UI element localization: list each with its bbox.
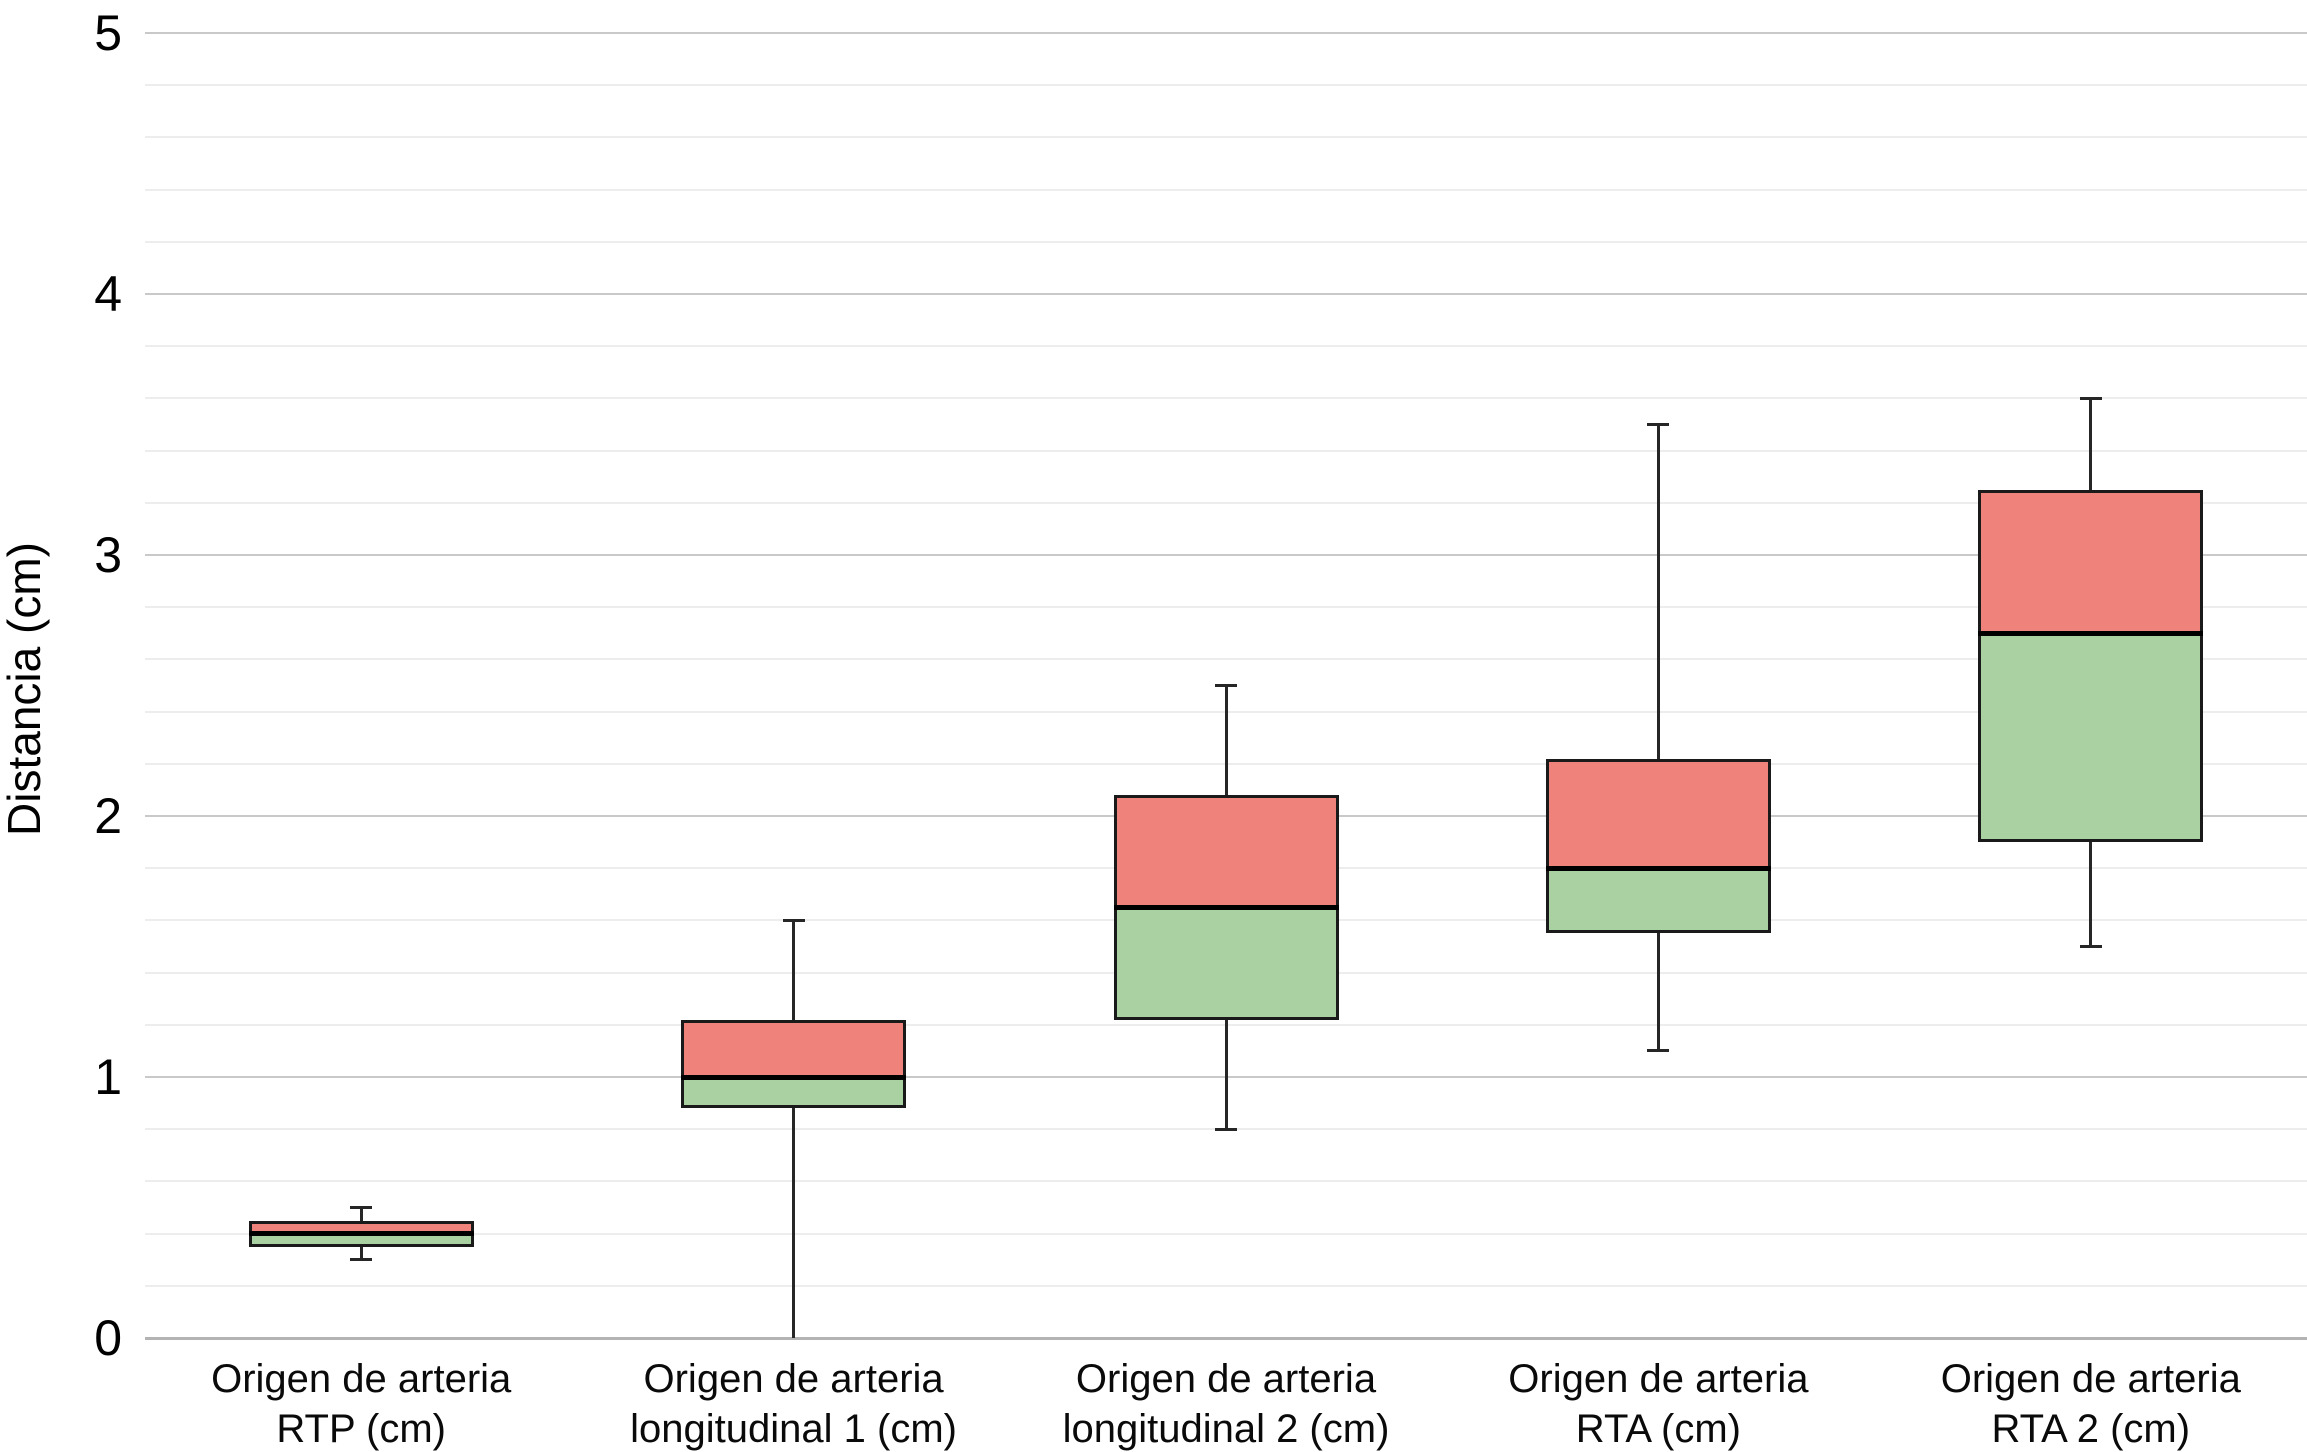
box-median-line: [1545, 865, 1771, 871]
category-label-line1: Origen de arteria: [211, 1357, 512, 1401]
category-label: Origen de arteria RTA 2 (cm): [1875, 1354, 2307, 1452]
horizontal-gridline: [145, 1180, 2307, 1183]
whisker-cap-top: [782, 918, 805, 922]
category-label-line2: RTP (cm): [276, 1407, 447, 1451]
horizontal-gridline: [145, 32, 2307, 34]
y-tick-label: 3: [94, 527, 122, 583]
category-label: Origen de arteria RTA (cm): [1442, 1354, 1874, 1452]
horizontal-gridline: [145, 293, 2307, 295]
box-median-line: [681, 1074, 907, 1080]
box-plot-5: [1978, 489, 2204, 843]
box-median-line: [1113, 904, 1339, 910]
category-label-line2: RTA 2 (cm): [1991, 1407, 2191, 1451]
whisker-cap-bottom: [1215, 1127, 1237, 1131]
horizontal-gridline: [145, 345, 2307, 348]
category-label-line1: Origen de arteria: [1075, 1357, 1377, 1401]
box-upper-quartile: [1981, 492, 2201, 634]
horizontal-gridline: [145, 658, 2307, 661]
category-label-line1: Origen de arteria: [1508, 1357, 1809, 1401]
whisker-cap-top: [350, 1206, 373, 1209]
y-tick-label: 1: [94, 1049, 122, 1105]
box-upper-quartile: [1548, 761, 1768, 869]
box-upper-quartile: [684, 1022, 904, 1077]
whisker-cap-top: [2079, 396, 2102, 400]
horizontal-gridline: [145, 240, 2307, 243]
horizontal-gridline: [145, 449, 2307, 452]
horizontal-gridline: [145, 554, 2307, 556]
category-label-line1: Origen de arteria: [643, 1357, 944, 1401]
horizontal-gridline: [145, 136, 2307, 139]
horizontal-gridline: [145, 84, 2307, 87]
whisker-cap-bottom: [350, 1258, 373, 1262]
horizontal-gridline: [145, 501, 2307, 504]
box-whisker: [792, 920, 796, 1338]
horizontal-gridline: [145, 1232, 2307, 1235]
whisker-cap-top: [1215, 684, 1237, 687]
whisker-cap-top: [1647, 423, 1670, 426]
category-label: Origen de arteria RTP (cm): [145, 1354, 577, 1452]
x-axis-line: [145, 1336, 2307, 1340]
box-plot-2: [681, 1019, 907, 1109]
horizontal-gridline: [145, 188, 2307, 191]
box-upper-quartile: [251, 1223, 471, 1234]
y-tick-label: 5: [94, 5, 122, 61]
category-label-line2: RTA (cm): [1575, 1407, 1741, 1451]
y-tick-label: 4: [94, 266, 122, 322]
horizontal-gridline: [145, 397, 2307, 400]
box-median-line: [248, 1231, 474, 1237]
y-tick-label: 2: [94, 788, 122, 844]
box-plot-4: [1545, 758, 1771, 934]
whisker-cap-bottom: [1647, 1049, 1670, 1053]
y-tick-label: 0: [94, 1310, 122, 1366]
category-label: Origen de arteria longitudinal 2 (cm): [1010, 1354, 1442, 1452]
category-label-line1: Origen de arteria: [1940, 1357, 2241, 1401]
category-label-line2: longitudinal 2 (cm): [1062, 1407, 1390, 1451]
category-label: Origen de arteria longitudinal 1 (cm): [577, 1354, 1009, 1452]
box-upper-quartile: [1116, 798, 1336, 908]
box-whisker: [1656, 424, 1660, 1051]
horizontal-gridline: [145, 606, 2307, 609]
box-median-line: [1978, 630, 2204, 636]
category-label-line2: longitudinal 1 (cm): [630, 1407, 957, 1451]
whisker-cap-bottom: [2079, 945, 2102, 948]
horizontal-gridline: [145, 1284, 2307, 1287]
